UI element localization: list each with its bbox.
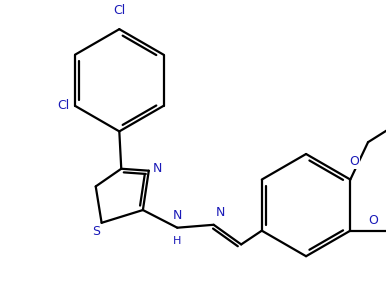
Text: N: N bbox=[153, 162, 162, 175]
Text: O: O bbox=[349, 155, 359, 168]
Text: N: N bbox=[216, 206, 225, 219]
Text: Cl: Cl bbox=[57, 99, 69, 112]
Text: S: S bbox=[92, 225, 100, 238]
Text: H: H bbox=[173, 236, 182, 246]
Text: O: O bbox=[368, 214, 378, 227]
Text: N: N bbox=[173, 209, 182, 222]
Text: Cl: Cl bbox=[113, 4, 125, 17]
